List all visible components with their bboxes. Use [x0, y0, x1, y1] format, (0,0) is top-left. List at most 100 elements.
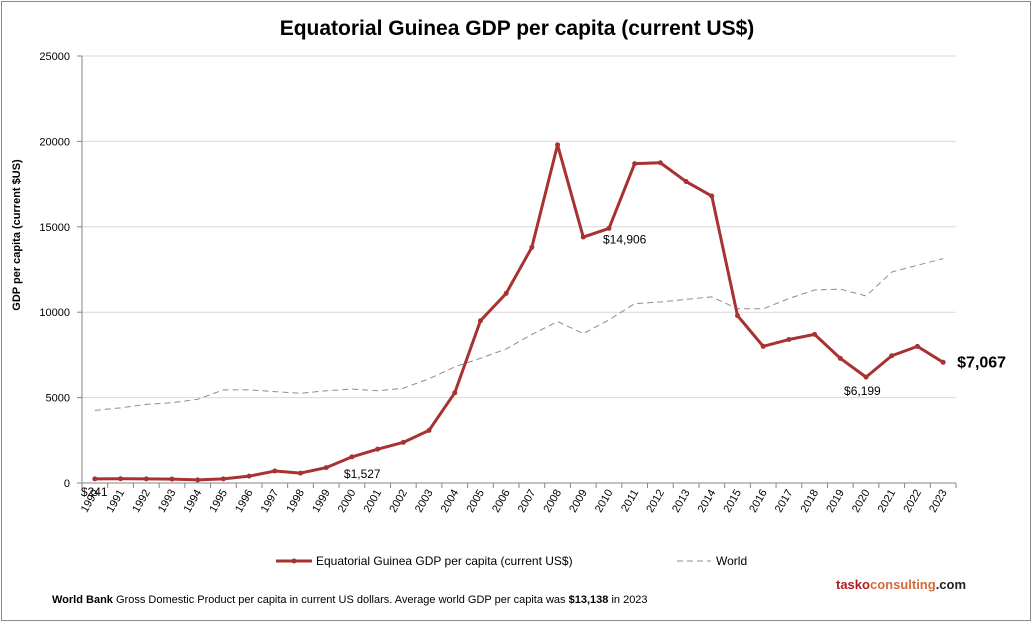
x-tick-label: 2014: [696, 488, 719, 515]
x-tick-label: 2016: [747, 488, 770, 515]
x-tick-label: 2007: [516, 488, 539, 515]
x-tick-label: 1997: [259, 488, 282, 515]
x-tick-label: 1998: [284, 488, 307, 515]
x-tick-label: 2010: [593, 488, 616, 515]
data-point: [709, 193, 715, 199]
x-tick-label: 2008: [542, 488, 565, 515]
data-point: [786, 337, 792, 343]
footer-text: Gross Domestic Product per capita in cur…: [115, 594, 566, 606]
data-label: $1,527: [344, 467, 381, 481]
data-point: [220, 476, 226, 482]
data-point: [914, 343, 920, 349]
data-label: $7,067: [957, 354, 1006, 371]
x-tick-label: 2009: [567, 488, 590, 515]
data-point: [118, 476, 124, 482]
x-tick-label: 2022: [901, 488, 924, 515]
annotations: $241 $1,527 $14,906 $6,199 $7,067: [81, 232, 1006, 498]
footer-source: World Bank: [52, 594, 113, 606]
y-tick-label: 5000: [46, 393, 70, 405]
x-tick-label: 2000: [336, 488, 359, 515]
x-tick-label: 1992: [130, 488, 153, 515]
data-point: [452, 390, 458, 396]
x-tick-label: 2004: [439, 488, 462, 515]
brand-part-2: consulting: [869, 577, 936, 592]
data-point: [837, 355, 843, 361]
data-point: [632, 161, 638, 167]
y-tick-label: 25000: [39, 51, 70, 63]
legend-marker: [291, 558, 297, 564]
y-tick-label: 10000: [39, 307, 70, 319]
data-point: [503, 290, 509, 296]
gridlines: [82, 55, 956, 399]
x-tick-label: 2005: [464, 488, 487, 515]
x-tick-label: 2021: [876, 488, 899, 515]
legend-item-world[interactable]: World: [677, 554, 747, 568]
data-label: $241: [81, 485, 108, 499]
x-tick-label: 2013: [670, 488, 693, 515]
axes: [77, 55, 957, 488]
y-tick-label: 15000: [39, 222, 70, 234]
footer-world-value: $13,138: [568, 594, 609, 606]
data-point: [760, 343, 766, 349]
data-point: [195, 477, 201, 483]
data-point: [735, 313, 740, 319]
legend: Equatorial Guinea GDP per capita (curren…: [276, 554, 747, 568]
data-point: [606, 225, 612, 231]
footer-suffix: in 2023: [611, 594, 648, 606]
legend-label-equatorial-guinea: Equatorial Guinea GDP per capita (curren…: [316, 554, 573, 568]
chart-title: Equatorial Guinea GDP per capita (curren…: [280, 17, 755, 40]
brand-part-1: tasko: [836, 577, 870, 592]
x-tick-label: 2018: [799, 488, 822, 515]
x-tick-label: 1996: [233, 488, 256, 515]
x-tick-label: 2015: [721, 488, 744, 515]
x-tick-label: 1999: [310, 488, 333, 515]
x-tick-label: 1994: [182, 488, 205, 515]
y-tick-labels: 0 5000 10000 15000 20000 25000: [39, 51, 70, 490]
legend-item-equatorial-guinea[interactable]: Equatorial Guinea GDP per capita (curren…: [276, 554, 573, 568]
data-point: [889, 353, 895, 359]
data-point: [940, 359, 946, 365]
data-point: [92, 476, 98, 482]
data-point: [812, 331, 818, 337]
data-point: [143, 476, 149, 482]
x-tick-label: 2020: [850, 488, 873, 515]
x-tick-label: 2003: [413, 488, 436, 515]
series-line-equatorial-guinea: [94, 143, 944, 482]
brand-logo[interactable]: taskoconsulting.com: [836, 577, 966, 592]
data-point: [272, 468, 278, 474]
x-tick-label: 1991: [105, 488, 128, 515]
data-point: [349, 454, 355, 460]
data-point: [246, 473, 252, 479]
data-point: [298, 470, 303, 476]
data-label: $6,199: [844, 384, 881, 398]
x-tick-label: 1995: [207, 488, 230, 515]
data-point: [683, 179, 689, 185]
data-point: [375, 446, 381, 452]
data-point: [477, 318, 483, 324]
y-axis-label: GDP per capita (current $US): [11, 159, 23, 311]
x-tick-label: 2001: [362, 488, 385, 515]
x-tick-label: 2012: [644, 488, 667, 515]
x-tick-label: 2023: [927, 488, 950, 515]
data-point: [657, 160, 663, 166]
series-layer: [92, 142, 946, 483]
x-tick-labels: 1990 1991 1992 1993 1994 1995 1996 1997 1998 1999…: [79, 488, 950, 515]
x-tick-label: 2006: [490, 488, 513, 515]
footer-note: World Bank Gross Domestic Product per ca…: [52, 594, 648, 606]
data-point: [169, 476, 175, 482]
x-tick-label: 1993: [156, 488, 179, 515]
y-tick-label: 20000: [39, 136, 70, 148]
data-point: [555, 142, 561, 148]
brand-part-3: .com: [935, 577, 967, 592]
data-point: [323, 465, 329, 471]
x-tick-label: 2017: [773, 488, 796, 515]
data-point: [863, 374, 869, 380]
x-tick-label: 2011: [619, 488, 641, 514]
data-point: [426, 427, 432, 433]
data-label: $14,906: [603, 232, 647, 246]
legend-label-world: World: [716, 554, 747, 568]
x-tick-label: 2002: [387, 488, 410, 515]
data-point: [400, 439, 406, 445]
